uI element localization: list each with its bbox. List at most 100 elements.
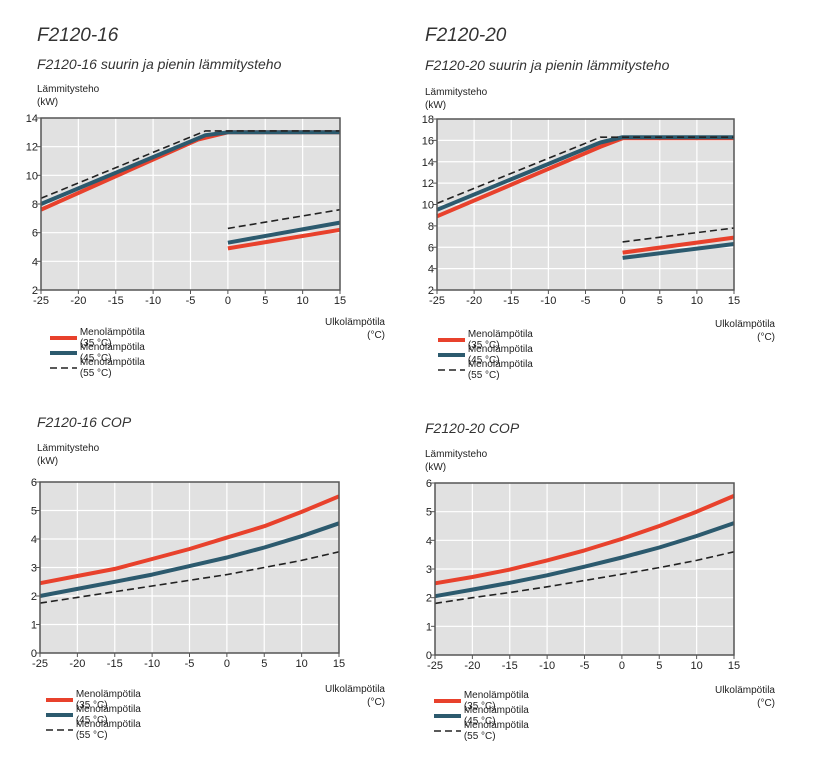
y-tick-label: 14 <box>26 113 38 125</box>
chart-title: F2120-16 COP <box>37 414 132 430</box>
series-line-s35 <box>622 235 735 255</box>
y-axis-label: Lämmitysteho (kW) <box>425 448 487 474</box>
x-axis-label-line: Ulkolämpötila <box>324 317 385 328</box>
legend-label: Menolämpötila (45 °C) <box>75 703 141 726</box>
x-tick-label: 0 <box>620 295 626 307</box>
x-tick-label: -25 <box>429 295 445 307</box>
legend-entry: Menolämpötila (45 °C) <box>50 342 154 364</box>
x-tick-label: 10 <box>297 295 309 307</box>
series-line-s55 <box>434 551 735 605</box>
x-tick-label: 15 <box>728 660 740 672</box>
y-tick-label: 6 <box>32 228 38 240</box>
y-tick-label: 2 <box>31 591 37 603</box>
legend-label: Menolämpötila (55 °C) <box>79 356 145 379</box>
series-line-s45 <box>227 220 341 245</box>
y-tick-label: 1 <box>31 620 37 632</box>
y-tick-label: 0 <box>31 648 37 660</box>
legend-entry: Menolämpötila (45 °C) <box>438 344 542 366</box>
y-tick-label: 1 <box>426 621 432 633</box>
x-tick-label: -15 <box>108 295 124 307</box>
x-axis-label-unit: (°C) <box>367 330 385 341</box>
y-axis-label-line: Lämmitysteho <box>425 87 488 98</box>
y-axis-label: Lämmitysteho (kW) <box>37 83 99 109</box>
series-line-s55 <box>40 130 340 200</box>
x-axis-label-unit: (°C) <box>757 332 775 343</box>
x-tick-label: -15 <box>107 658 123 670</box>
y-tick-label: 16 <box>422 135 434 147</box>
series-line-s35 <box>39 494 340 586</box>
y-tick-label: 5 <box>426 507 432 519</box>
legend-entry: Menolämpötila (55 °C) <box>50 357 154 379</box>
line-chart: -25 -20 -15 -10 -5 0 5 10 15 2 4 6 8 10 12 14 16 18 <box>422 114 740 307</box>
line-chart: -25 -20 -15 -10 -5 0 5 10 15 2 4 6 8 10 12 14 <box>26 113 346 307</box>
y-tick-label: 12 <box>26 142 38 154</box>
legend-swatch <box>46 712 73 717</box>
legend-label: Menolämpötila (35 °C) <box>463 689 529 712</box>
plot-frame <box>436 118 735 291</box>
x-tick-label: -20 <box>464 660 480 672</box>
y-tick-label: 12 <box>422 178 434 190</box>
y-axis-label: Lämmitysteho (kW) <box>425 86 487 112</box>
x-tick-label: 10 <box>296 658 308 670</box>
series-line-s35 <box>227 227 341 251</box>
y-tick-label: 14 <box>422 157 434 169</box>
y-tick-label: 10 <box>422 200 434 212</box>
legend-label: Menolämpötila (45 °C) <box>467 343 533 366</box>
legend-entry: Menolämpötila (55 °C) <box>438 359 542 381</box>
x-axis-label: Ulkolämpötila (°C) <box>300 316 385 342</box>
legend-swatch <box>46 697 73 702</box>
chart-title: F2120-16 suurin ja pienin lämmitysteho <box>37 56 282 72</box>
legend-label: Menolämpötila (55 °C) <box>467 358 533 381</box>
y-tick-label: 6 <box>428 242 434 254</box>
x-tick-label: -20 <box>70 295 86 307</box>
x-tick-label: -25 <box>33 295 49 307</box>
x-tick-label: 15 <box>334 295 346 307</box>
y-tick-label: 3 <box>31 563 37 575</box>
legend: Menolämpötila (35 °C) Menolämpötila (45 °… <box>434 690 538 742</box>
y-axis-label-unit: (kW) <box>37 97 59 108</box>
legend-swatch <box>434 713 461 718</box>
x-tick-label: 5 <box>656 660 662 672</box>
legend-swatch <box>50 366 77 369</box>
legend-entry: Menolämpötila (55 °C) <box>434 720 538 742</box>
x-tick-label: -25 <box>427 660 443 672</box>
x-axis-label-unit: (°C) <box>757 698 775 709</box>
x-axis-label: Ulkolämpötila (°C) <box>300 683 385 709</box>
legend-swatch <box>50 350 77 355</box>
legend-label: Menolämpötila (55 °C) <box>75 718 141 741</box>
x-tick-label: -10 <box>144 658 160 670</box>
y-axis-label-unit: (kW) <box>425 462 447 473</box>
series-line-s55 <box>622 227 735 243</box>
y-axis-label-line: Lämmitysteho <box>37 443 100 454</box>
x-tick-label: -25 <box>32 658 48 670</box>
legend-entry: Menolämpötila (35 °C) <box>434 690 538 712</box>
y-tick-label: 6 <box>31 477 37 489</box>
x-tick-label: -5 <box>185 658 195 670</box>
y-tick-label: 3 <box>426 564 432 576</box>
legend-swatch <box>438 368 465 371</box>
x-axis-label-line: Ulkolämpötila <box>714 319 775 330</box>
chart-heading: F2120-20 <box>425 25 507 46</box>
legend-label: Menolämpötila (35 °C) <box>467 328 533 351</box>
x-tick-label: -5 <box>581 295 591 307</box>
x-tick-label: -5 <box>580 660 590 672</box>
legend-swatch <box>46 728 73 731</box>
x-tick-label: -10 <box>145 295 161 307</box>
series-line-s45 <box>40 130 340 206</box>
x-axis-label: Ulkolämpötila (°C) <box>690 684 775 710</box>
x-tick-label: 0 <box>225 295 231 307</box>
series-line-s55 <box>39 551 340 604</box>
y-tick-label: 4 <box>31 534 37 546</box>
y-tick-label: 4 <box>428 264 434 276</box>
plot-frame <box>434 482 735 656</box>
y-axis-label-unit: (kW) <box>37 456 59 467</box>
series-line-s55 <box>436 136 734 205</box>
plot-frame <box>40 117 341 291</box>
legend-swatch <box>434 698 461 703</box>
y-tick-label: 0 <box>426 650 432 662</box>
x-tick-label: -10 <box>539 660 555 672</box>
x-tick-label: -5 <box>186 295 196 307</box>
line-chart: -25 -20 -15 -10 -5 0 5 10 15 0 1 2 3 4 5 6 <box>31 477 345 670</box>
series-line-s45 <box>622 242 735 260</box>
series-line-s55 <box>227 208 341 230</box>
